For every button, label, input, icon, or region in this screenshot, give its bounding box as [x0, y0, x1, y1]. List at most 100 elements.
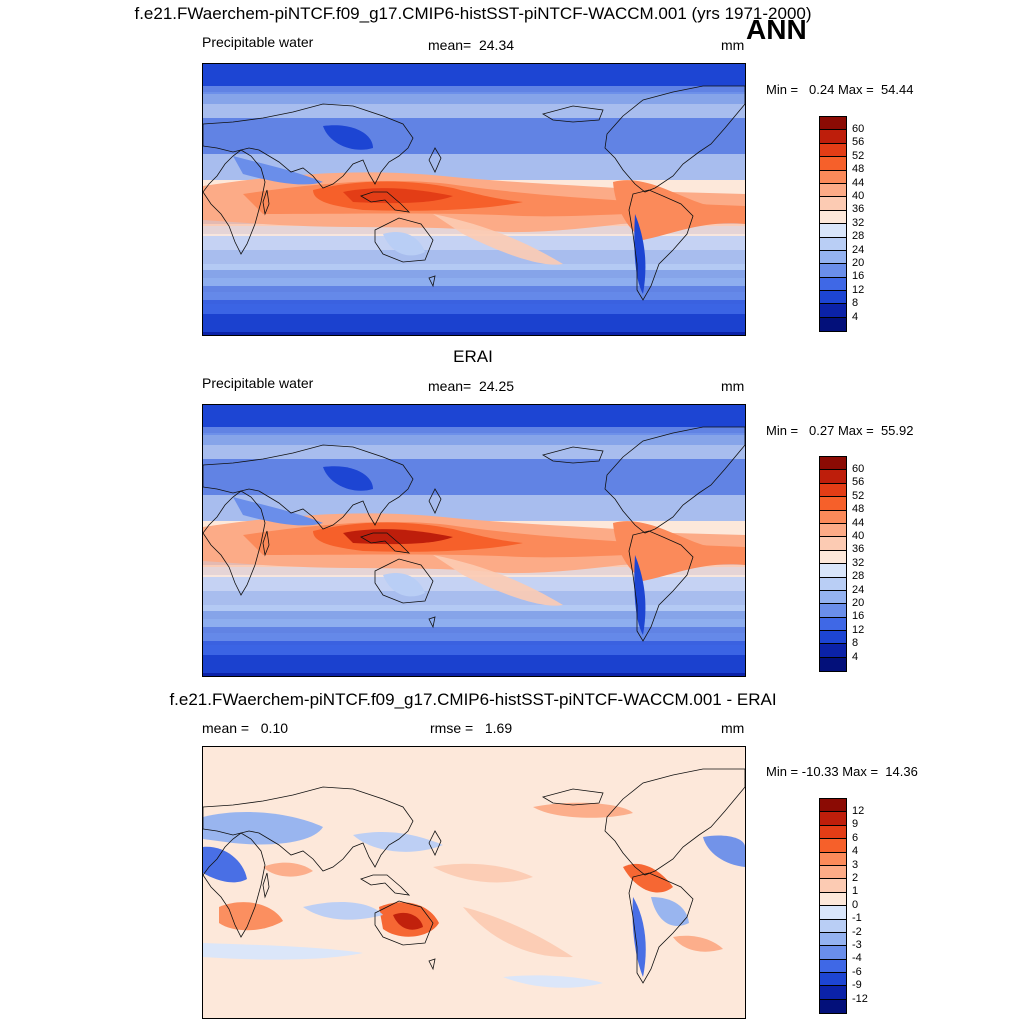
colorbar-swatch — [820, 617, 846, 632]
colorbar-tick-label: 20 — [852, 596, 865, 609]
colorbar-swatch — [820, 317, 846, 332]
colorbar-swatch — [820, 577, 846, 591]
colorbar-tick-label: -12 — [852, 992, 868, 1005]
colorbar-tick-label: 44 — [852, 516, 865, 529]
colorbar-swatch — [820, 644, 846, 658]
colorbar-tick-label: -6 — [852, 965, 862, 978]
colorbar-swatch — [820, 604, 846, 618]
colorbar-swatch — [820, 537, 846, 551]
colorbar-tick-label: 24 — [852, 243, 865, 256]
colorbar-swatch — [820, 946, 846, 960]
colorbar-swatch — [820, 277, 846, 292]
colorbar-swatch — [820, 183, 846, 198]
panel2-colorbar — [819, 456, 847, 673]
colorbar-tick-label: 32 — [852, 216, 865, 229]
colorbar-tick-label: 0 — [852, 898, 859, 911]
colorbar-swatch — [820, 470, 846, 484]
colorbar-tick-label: 12 — [852, 804, 865, 817]
colorbar-swatch — [820, 590, 846, 605]
colorbar-swatch — [820, 865, 846, 880]
colorbar-swatch — [820, 237, 846, 251]
panel2-map — [202, 404, 746, 677]
colorbar-tick-label: 40 — [852, 189, 865, 202]
colorbar-tick-label: -2 — [852, 925, 862, 938]
colorbar-tick-label: -9 — [852, 979, 862, 992]
colorbar-swatch — [820, 143, 846, 158]
colorbar-swatch — [820, 224, 846, 238]
main-title: f.e21.FWaerchem-piNTCF.f09_g17.CMIP6-his… — [134, 4, 812, 23]
colorbar-tick-label: 48 — [852, 503, 865, 516]
colorbar-swatch — [820, 839, 846, 853]
colorbar-tick-label: 56 — [852, 476, 865, 489]
colorbar-tick-label: 56 — [852, 136, 865, 149]
panel3-rmse: rmse = 1.69 — [430, 720, 513, 736]
colorbar-tick-label: 4 — [852, 845, 859, 858]
colorbar-swatch — [820, 799, 846, 813]
colorbar-swatch — [820, 825, 846, 840]
panel3-minmax: Min = -10.33 Max = 14.36 — [766, 764, 918, 779]
panel1-colorbar — [819, 116, 847, 333]
panel3-dataset-title: f.e21.FWaerchem-piNTCF.f09_g17.CMIP6-his… — [169, 690, 777, 709]
colorbar-swatch — [820, 999, 846, 1014]
colorbar-tick-label: 1 — [852, 885, 859, 898]
colorbar-tick-label: 40 — [852, 529, 865, 542]
panel1-units: mm — [721, 37, 745, 53]
colorbar-tick-label: 4 — [852, 650, 859, 663]
colorbar-swatch — [820, 564, 846, 578]
colorbar-tick-label: 32 — [852, 556, 865, 569]
colorbar-tick-label: 4 — [852, 310, 859, 323]
colorbar-swatch — [820, 932, 846, 947]
colorbar-tick-label: -1 — [852, 912, 862, 925]
colorbar-swatch — [820, 986, 846, 1000]
colorbar-swatch — [820, 631, 846, 645]
panel1-minmax: Min = 0.24 Max = 54.44 — [766, 82, 914, 97]
colorbar-tick-label: 16 — [852, 610, 865, 623]
colorbar-swatch — [820, 117, 846, 131]
colorbar-tick-label: 6 — [852, 831, 859, 844]
colorbar-tick-label: 12 — [852, 623, 865, 636]
colorbar-swatch — [820, 157, 846, 171]
colorbar-tick-label: 9 — [852, 818, 859, 831]
colorbar-swatch — [820, 906, 846, 920]
colorbar-tick-label: 36 — [852, 543, 865, 556]
colorbar-tick-label: 60 — [852, 462, 865, 475]
panel3-mean: mean = 0.10 — [202, 720, 289, 736]
map-field — [203, 405, 745, 676]
panel2-units: mm — [721, 378, 745, 394]
colorbar-swatch — [820, 457, 846, 471]
colorbar-tick-label: 28 — [852, 230, 865, 243]
colorbar-swatch — [820, 657, 846, 672]
panel2-dataset-title: ERAI — [453, 347, 493, 366]
colorbar-swatch — [820, 170, 846, 184]
colorbar-swatch — [820, 919, 846, 933]
colorbar-swatch — [820, 812, 846, 826]
colorbar-swatch — [820, 959, 846, 974]
colorbar-tick-label: 28 — [852, 570, 865, 583]
map-field — [203, 747, 745, 1018]
season-label: ANN — [746, 14, 807, 45]
colorbar-swatch — [820, 291, 846, 305]
colorbar-swatch — [820, 130, 846, 144]
colorbar-tick-label: 60 — [852, 122, 865, 135]
colorbar-swatch — [820, 250, 846, 265]
panel2-mean: mean= 24.25 — [428, 378, 515, 394]
colorbar-swatch — [820, 973, 846, 987]
colorbar-swatch — [820, 510, 846, 524]
colorbar-tick-label: 2 — [852, 871, 859, 884]
colorbar-swatch — [820, 304, 846, 318]
colorbar-tick-label: 36 — [852, 203, 865, 216]
colorbar-swatch — [820, 892, 846, 907]
colorbar-tick-label: 16 — [852, 270, 865, 283]
colorbar-tick-label: 8 — [852, 637, 859, 650]
colorbar-swatch — [820, 497, 846, 511]
colorbar-tick-label: 52 — [852, 149, 865, 162]
colorbar-tick-label: -3 — [852, 938, 862, 951]
colorbar-swatch — [820, 523, 846, 538]
colorbar-tick-label: -4 — [852, 952, 862, 965]
colorbar-tick-label: 8 — [852, 297, 859, 310]
colorbar-tick-label: 44 — [852, 176, 865, 189]
colorbar-swatch — [820, 852, 846, 866]
panel3-colorbar — [819, 798, 847, 1015]
panel1-map — [202, 63, 746, 336]
panel3-map — [202, 746, 746, 1019]
